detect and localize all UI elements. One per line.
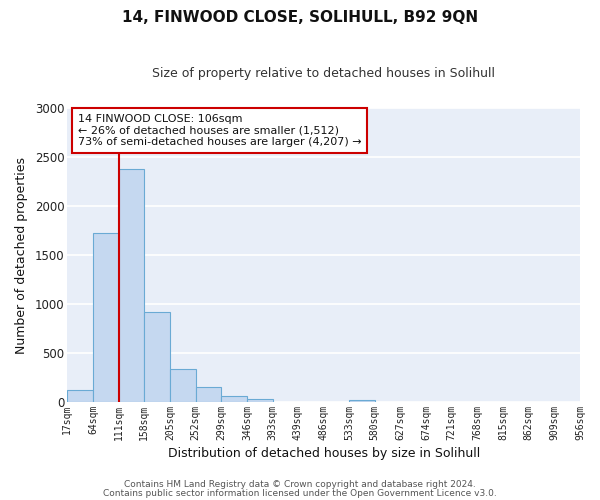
Title: Size of property relative to detached houses in Solihull: Size of property relative to detached ho… (152, 68, 495, 80)
Y-axis label: Number of detached properties: Number of detached properties (15, 156, 28, 354)
Bar (221, 396, 247, 402)
Text: 14 FINWOOD CLOSE: 106sqm
← 26% of detached houses are smaller (1,512)
73% of sem: 14 FINWOOD CLOSE: 106sqm ← 26% of detach… (77, 114, 361, 147)
Text: Contains public sector information licensed under the Open Government Licence v3: Contains public sector information licen… (103, 488, 497, 498)
Bar (170, 369, 196, 402)
Bar (67, 390, 93, 402)
Bar (349, 400, 375, 402)
Bar (196, 387, 221, 402)
Text: Contains HM Land Registry data © Crown copyright and database right 2024.: Contains HM Land Registry data © Crown c… (124, 480, 476, 489)
Bar (247, 399, 272, 402)
Text: 14, FINWOOD CLOSE, SOLIHULL, B92 9QN: 14, FINWOOD CLOSE, SOLIHULL, B92 9QN (122, 10, 478, 25)
X-axis label: Distribution of detached houses by size in Solihull: Distribution of detached houses by size … (167, 447, 480, 460)
Bar (145, 312, 170, 402)
Bar (119, 169, 145, 402)
Bar (93, 234, 119, 402)
